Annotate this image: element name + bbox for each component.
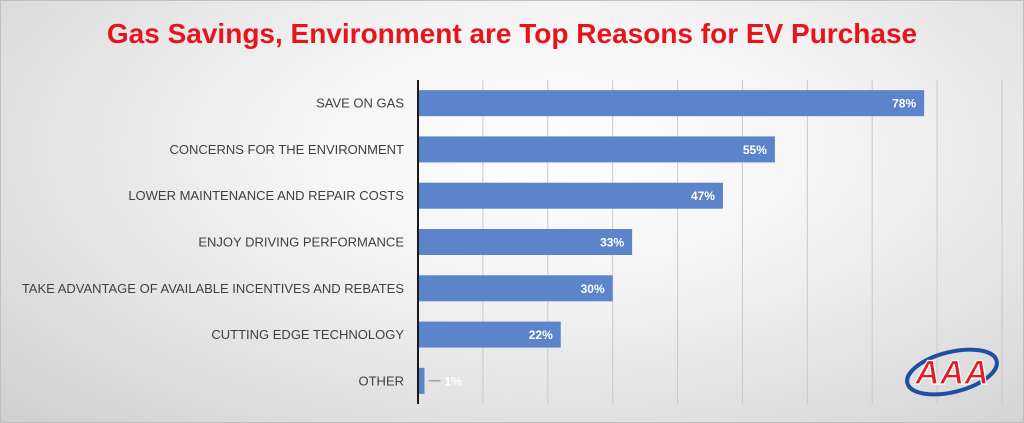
value-label: 22% — [529, 328, 553, 342]
bar — [418, 229, 633, 255]
bar — [418, 136, 775, 163]
value-label: 47% — [691, 189, 715, 203]
value-label: 55% — [743, 143, 767, 157]
value-label: 1% — [444, 374, 462, 388]
category-label: OTHER — [359, 373, 405, 388]
category-label: ENJOY DRIVING PERFORMANCE — [198, 235, 404, 250]
category-label: CUTTING EDGE TECHNOLOGY — [211, 327, 404, 342]
aaa-logo: AAA — [905, 347, 999, 397]
value-label: 33% — [600, 236, 624, 250]
category-label: LOWER MAINTENANCE AND REPAIR COSTS — [128, 188, 404, 203]
bar — [418, 182, 723, 209]
bar — [418, 90, 925, 117]
svg-text:AAA: AAA — [914, 354, 989, 392]
category-label: TAKE ADVANTAGE OF AVAILABLE INCENTIVES A… — [22, 281, 404, 296]
bars: SAVE ON GAS 78% CONCERNS FOR THE ENVIRONME… — [22, 90, 925, 394]
bar — [418, 321, 561, 348]
bar — [418, 275, 613, 302]
bar — [418, 367, 425, 394]
value-label: 30% — [581, 282, 605, 296]
category-label: CONCERNS FOR THE ENVIRONMENT — [170, 142, 405, 157]
chart-title: Gas Savings, Environment are Top Reasons… — [106, 18, 918, 49]
category-label: SAVE ON GAS — [316, 96, 404, 111]
value-label: 78% — [892, 97, 916, 111]
